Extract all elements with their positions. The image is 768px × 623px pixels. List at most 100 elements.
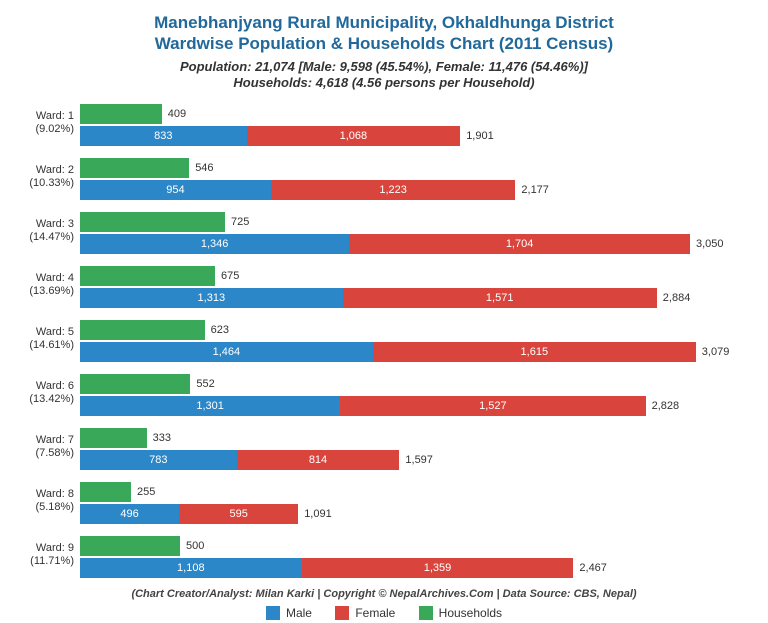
female-value: 1,068 bbox=[247, 126, 461, 146]
female-bar: 1,704 bbox=[349, 234, 690, 254]
ward-name: Ward: 6 bbox=[18, 380, 74, 393]
ward-row: Ward: 1(9.02%)4098331,0681,901 bbox=[80, 102, 740, 150]
chart-title: Manebhanjyang Rural Municipality, Okhald… bbox=[18, 12, 750, 55]
female-value: 814 bbox=[237, 450, 400, 470]
ward-pct: (5.18%) bbox=[18, 501, 74, 514]
ward-label: Ward: 8(5.18%) bbox=[18, 488, 74, 514]
ward-name: Ward: 9 bbox=[18, 542, 74, 555]
female-bar: 1,223 bbox=[271, 180, 516, 200]
households-bar bbox=[80, 536, 180, 556]
female-value: 1,571 bbox=[343, 288, 657, 308]
ward-row: Ward: 7(7.58%)3337838141,597 bbox=[80, 426, 740, 474]
households-bar bbox=[80, 266, 215, 286]
male-value: 954 bbox=[80, 180, 271, 200]
ward-label: Ward: 9(11.71%) bbox=[18, 542, 74, 568]
households-bar bbox=[80, 482, 131, 502]
ward-label: Ward: 5(14.61%) bbox=[18, 326, 74, 352]
households-bar bbox=[80, 212, 225, 232]
male-bar: 496 bbox=[80, 504, 179, 524]
ward-row: Ward: 9(11.71%)5001,1081,3592,467 bbox=[80, 534, 740, 582]
households-value: 623 bbox=[205, 320, 229, 340]
legend-label-female: Female bbox=[355, 606, 395, 620]
population-bar: 1,3461,704 bbox=[80, 234, 690, 254]
male-value: 1,301 bbox=[80, 396, 340, 416]
female-bar: 1,571 bbox=[343, 288, 657, 308]
total-value: 1,901 bbox=[460, 126, 494, 146]
male-value: 783 bbox=[80, 450, 237, 470]
households-bar bbox=[80, 428, 147, 448]
female-value: 1,704 bbox=[349, 234, 690, 254]
population-bar: 1,3011,527 bbox=[80, 396, 646, 416]
total-value: 1,091 bbox=[298, 504, 332, 524]
ward-name: Ward: 8 bbox=[18, 488, 74, 501]
households-value: 725 bbox=[225, 212, 249, 232]
ward-name: Ward: 2 bbox=[18, 164, 74, 177]
ward-name: Ward: 5 bbox=[18, 326, 74, 339]
ward-pct: (10.33%) bbox=[18, 177, 74, 190]
female-value: 1,223 bbox=[271, 180, 516, 200]
ward-pct: (14.61%) bbox=[18, 339, 74, 352]
population-bar: 1,1081,359 bbox=[80, 558, 573, 578]
total-value: 2,177 bbox=[515, 180, 549, 200]
legend: Male Female Households bbox=[18, 606, 750, 623]
households-value: 500 bbox=[180, 536, 204, 556]
population-bar: 1,4641,615 bbox=[80, 342, 696, 362]
population-bar: 496595 bbox=[80, 504, 298, 524]
female-bar: 1,359 bbox=[302, 558, 574, 578]
ward-pct: (14.47%) bbox=[18, 231, 74, 244]
credit-line: (Chart Creator/Analyst: Milan Karki | Co… bbox=[18, 588, 750, 600]
title-line-2: Wardwise Population & Households Chart (… bbox=[18, 33, 750, 54]
male-value: 833 bbox=[80, 126, 247, 146]
male-value: 1,464 bbox=[80, 342, 373, 362]
male-bar: 954 bbox=[80, 180, 271, 200]
female-swatch bbox=[335, 606, 349, 620]
male-bar: 1,346 bbox=[80, 234, 349, 254]
legend-label-households: Households bbox=[439, 606, 502, 620]
male-value: 1,108 bbox=[80, 558, 302, 578]
male-swatch bbox=[266, 606, 280, 620]
male-value: 1,313 bbox=[80, 288, 343, 308]
male-value: 1,346 bbox=[80, 234, 349, 254]
total-value: 3,050 bbox=[690, 234, 724, 254]
total-value: 2,467 bbox=[573, 558, 607, 578]
population-bar: 783814 bbox=[80, 450, 399, 470]
households-value: 675 bbox=[215, 266, 239, 286]
ward-label: Ward: 7(7.58%) bbox=[18, 434, 74, 460]
female-value: 1,615 bbox=[373, 342, 696, 362]
legend-label-male: Male bbox=[286, 606, 312, 620]
population-bar: 8331,068 bbox=[80, 126, 460, 146]
male-bar: 1,464 bbox=[80, 342, 373, 362]
ward-pct: (11.71%) bbox=[18, 555, 74, 568]
ward-label: Ward: 6(13.42%) bbox=[18, 380, 74, 406]
ward-pct: (13.69%) bbox=[18, 285, 74, 298]
male-bar: 833 bbox=[80, 126, 247, 146]
male-bar: 1,313 bbox=[80, 288, 343, 308]
households-value: 333 bbox=[147, 428, 171, 448]
households-bar bbox=[80, 320, 205, 340]
ward-row: Ward: 3(14.47%)7251,3461,7043,050 bbox=[80, 210, 740, 258]
male-bar: 783 bbox=[80, 450, 237, 470]
households-value: 552 bbox=[190, 374, 214, 394]
subtitle-line-2: Households: 4,618 (4.56 persons per Hous… bbox=[18, 75, 750, 92]
ward-label: Ward: 1(9.02%) bbox=[18, 110, 74, 136]
ward-label: Ward: 2(10.33%) bbox=[18, 164, 74, 190]
households-value: 255 bbox=[131, 482, 155, 502]
total-value: 2,828 bbox=[646, 396, 680, 416]
ward-row: Ward: 5(14.61%)6231,4641,6153,079 bbox=[80, 318, 740, 366]
ward-row: Ward: 4(13.69%)6751,3131,5712,884 bbox=[80, 264, 740, 312]
male-bar: 1,301 bbox=[80, 396, 340, 416]
male-value: 496 bbox=[80, 504, 179, 524]
households-value: 546 bbox=[189, 158, 213, 178]
female-value: 595 bbox=[179, 504, 298, 524]
chart-area: Ward: 1(9.02%)4098331,0681,901Ward: 2(10… bbox=[18, 102, 750, 582]
legend-item-households: Households bbox=[419, 606, 502, 620]
title-line-1: Manebhanjyang Rural Municipality, Okhald… bbox=[18, 12, 750, 33]
male-bar: 1,108 bbox=[80, 558, 302, 578]
ward-label: Ward: 4(13.69%) bbox=[18, 272, 74, 298]
population-bar: 1,3131,571 bbox=[80, 288, 657, 308]
subtitle-line-1: Population: 21,074 [Male: 9,598 (45.54%)… bbox=[18, 59, 750, 76]
ward-name: Ward: 1 bbox=[18, 110, 74, 123]
chart-subtitle: Population: 21,074 [Male: 9,598 (45.54%)… bbox=[18, 59, 750, 93]
female-bar: 1,615 bbox=[373, 342, 696, 362]
female-value: 1,527 bbox=[340, 396, 645, 416]
